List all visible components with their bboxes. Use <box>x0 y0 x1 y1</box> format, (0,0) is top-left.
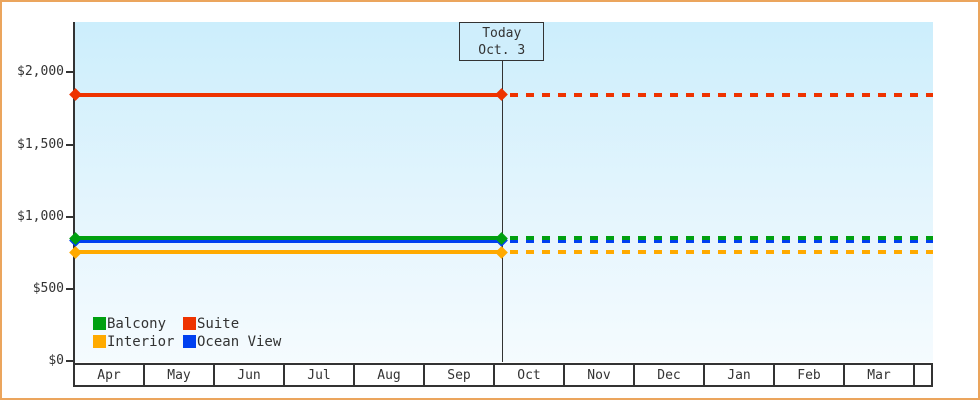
today-annotation-box: Today Oct. 3 <box>459 22 545 61</box>
month-cell: Jun <box>215 365 285 385</box>
month-cell: Aug <box>355 365 425 385</box>
legend-label-ocean-view: Ocean View <box>197 333 282 350</box>
legend-swatch-balcony <box>93 317 106 330</box>
series-marker-suite <box>68 88 82 102</box>
series-line-dashed-balcony <box>501 236 933 241</box>
legend-swatch-interior <box>93 335 106 348</box>
series-line-solid-ocean-view <box>75 238 502 243</box>
y-tick-mark <box>66 215 74 218</box>
legend-label-balcony: Balcony <box>107 315 167 332</box>
month-cell: May <box>145 365 215 385</box>
legend-item-interior: Interior <box>93 333 183 350</box>
legend-item-suite: Suite <box>183 315 281 332</box>
y-tick-label: $1,500 <box>17 136 64 152</box>
y-tick-mark <box>66 360 74 362</box>
series-line-solid-interior <box>75 250 502 255</box>
month-cell: Oct <box>495 365 565 385</box>
series-marker-interior <box>495 245 509 259</box>
y-tick-label: $500 <box>32 280 64 296</box>
y-tick-mark <box>66 287 74 290</box>
legend-label-suite: Suite <box>197 315 240 332</box>
month-cell: Feb <box>775 365 845 385</box>
month-cell: Nov <box>565 365 635 385</box>
series-line-solid-suite <box>75 92 502 97</box>
legend-swatch-ocean-view <box>183 335 196 348</box>
series-line-solid-balcony <box>75 236 502 241</box>
month-cell: Jul <box>285 365 355 385</box>
series-marker-interior <box>68 245 82 259</box>
legend: Balcony Suite Interior Ocean View <box>93 315 282 350</box>
month-cell-partial <box>915 365 931 385</box>
y-tick-label: $0 <box>48 353 64 368</box>
today-marker-line <box>501 61 503 362</box>
y-tick-label: $1,000 <box>17 208 64 224</box>
legend-item-ocean-view: Ocean View <box>183 333 282 350</box>
series-line-dashed-ocean-view <box>501 238 933 243</box>
x-axis-month-row: Apr May Jun Jul Aug Sep Oct Nov Dec Jan Feb Mar <box>73 363 933 387</box>
plot-area: Today Oct. 3 Balcony Suite Interior Ocean Vie… <box>68 22 933 362</box>
y-tick-mark <box>66 71 74 74</box>
today-annotation-line2: Oct. 3 <box>478 43 526 58</box>
month-cell: Dec <box>635 365 705 385</box>
series-marker-suite <box>495 88 509 102</box>
today-annotation-line1: Today <box>482 26 522 41</box>
y-tick-mark <box>66 143 74 146</box>
series-line-dashed-interior <box>501 250 933 255</box>
month-cell: Sep <box>425 365 495 385</box>
legend-swatch-suite <box>183 317 196 330</box>
legend-label-interior: Interior <box>107 333 175 350</box>
series-line-dashed-suite <box>501 92 933 97</box>
y-axis-line <box>73 22 75 363</box>
month-cell: Apr <box>75 365 145 385</box>
legend-item-balcony: Balcony <box>93 315 183 332</box>
y-tick-label: $2,000 <box>17 64 64 80</box>
month-cell: Mar <box>845 365 915 385</box>
month-cell: Jan <box>705 365 775 385</box>
